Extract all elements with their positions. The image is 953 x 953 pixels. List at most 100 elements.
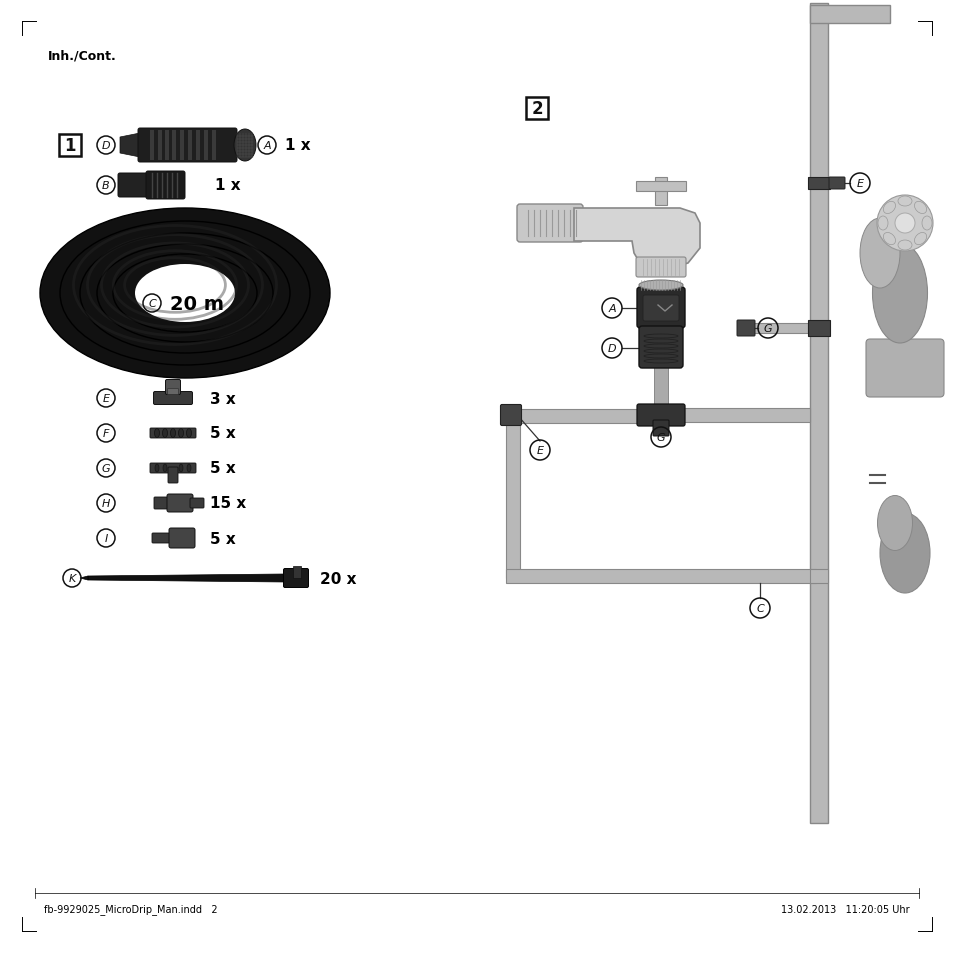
Text: I: I [104,534,108,543]
Text: F: F [103,429,109,438]
Ellipse shape [154,429,159,438]
Bar [525,98,547,120]
FancyBboxPatch shape [168,389,178,395]
Ellipse shape [60,222,310,366]
Text: D: D [607,344,616,354]
Ellipse shape [40,209,330,378]
Circle shape [894,213,914,233]
Bar [752,324,807,334]
FancyBboxPatch shape [146,172,185,200]
Ellipse shape [100,246,270,341]
Bar [519,410,639,423]
FancyBboxPatch shape [150,463,195,474]
Ellipse shape [233,130,255,162]
Text: 20 m: 20 m [170,294,224,314]
FancyBboxPatch shape [639,327,682,369]
FancyBboxPatch shape [637,288,684,329]
Ellipse shape [187,464,191,473]
Bar [807,320,829,336]
Text: G: G [763,324,772,334]
FancyBboxPatch shape [165,380,180,395]
Text: 20 x: 20 x [319,571,356,586]
Text: C: C [148,298,155,309]
Ellipse shape [112,254,256,333]
Ellipse shape [135,265,234,323]
Bar [158,131,162,161]
Bar [150,131,153,161]
Text: B: B [102,181,110,191]
Text: G: G [656,433,664,442]
FancyBboxPatch shape [737,320,754,336]
Bar [505,424,519,578]
Ellipse shape [859,219,899,289]
Bar [655,178,666,206]
Text: 1: 1 [64,137,75,154]
Polygon shape [88,575,294,582]
Bar [172,131,175,161]
FancyBboxPatch shape [152,534,172,543]
Ellipse shape [186,429,192,438]
Ellipse shape [171,429,175,438]
Text: A: A [263,141,271,151]
Ellipse shape [114,255,255,333]
Ellipse shape [154,464,159,473]
FancyBboxPatch shape [168,468,178,483]
Bar [682,409,809,422]
Ellipse shape [921,216,931,231]
Text: H: H [102,498,111,509]
Bar [809,4,827,823]
Polygon shape [574,209,700,269]
Bar [59,135,81,157]
FancyBboxPatch shape [150,429,195,438]
Bar [188,131,192,161]
Ellipse shape [877,496,911,551]
FancyBboxPatch shape [169,529,194,548]
Bar [204,131,208,161]
Ellipse shape [897,241,911,251]
Bar [180,131,184,161]
Text: 5 x: 5 x [210,531,235,546]
Ellipse shape [66,225,303,363]
FancyBboxPatch shape [138,129,236,163]
Polygon shape [80,577,88,580]
Text: C: C [756,603,763,614]
Bar [809,569,827,583]
Ellipse shape [914,202,925,214]
Text: G: G [102,463,111,474]
Bar [165,131,169,161]
Ellipse shape [877,216,887,231]
Ellipse shape [639,281,682,291]
FancyBboxPatch shape [118,173,150,198]
Ellipse shape [882,233,895,245]
FancyBboxPatch shape [517,205,582,243]
Text: fb-9929025_MicroDrip_Man.indd   2: fb-9929025_MicroDrip_Man.indd 2 [44,903,217,915]
Text: 13.02.2013   11:20:05 Uhr: 13.02.2013 11:20:05 Uhr [781,904,909,914]
Bar [809,6,889,24]
Bar [505,569,815,583]
Ellipse shape [882,202,895,214]
Ellipse shape [879,514,929,594]
FancyBboxPatch shape [283,569,308,588]
Bar [212,131,215,161]
Bar [636,182,685,192]
Text: 1 x: 1 x [214,178,240,193]
Circle shape [876,195,932,252]
Bar [293,566,301,578]
Text: Inh./Cont.: Inh./Cont. [48,50,116,63]
Text: D: D [102,141,111,151]
Text: 3 x: 3 x [210,391,235,406]
Text: E: E [102,394,110,403]
Text: 5 x: 5 x [210,426,235,441]
FancyBboxPatch shape [865,339,943,397]
FancyBboxPatch shape [500,405,521,426]
Text: E: E [536,446,543,456]
FancyBboxPatch shape [636,257,685,277]
Ellipse shape [162,429,168,438]
Ellipse shape [84,235,286,352]
FancyBboxPatch shape [190,498,204,509]
Ellipse shape [178,429,183,438]
Text: 2: 2 [531,100,542,118]
FancyBboxPatch shape [637,405,684,427]
Polygon shape [120,133,140,158]
Text: 5 x: 5 x [210,461,235,476]
